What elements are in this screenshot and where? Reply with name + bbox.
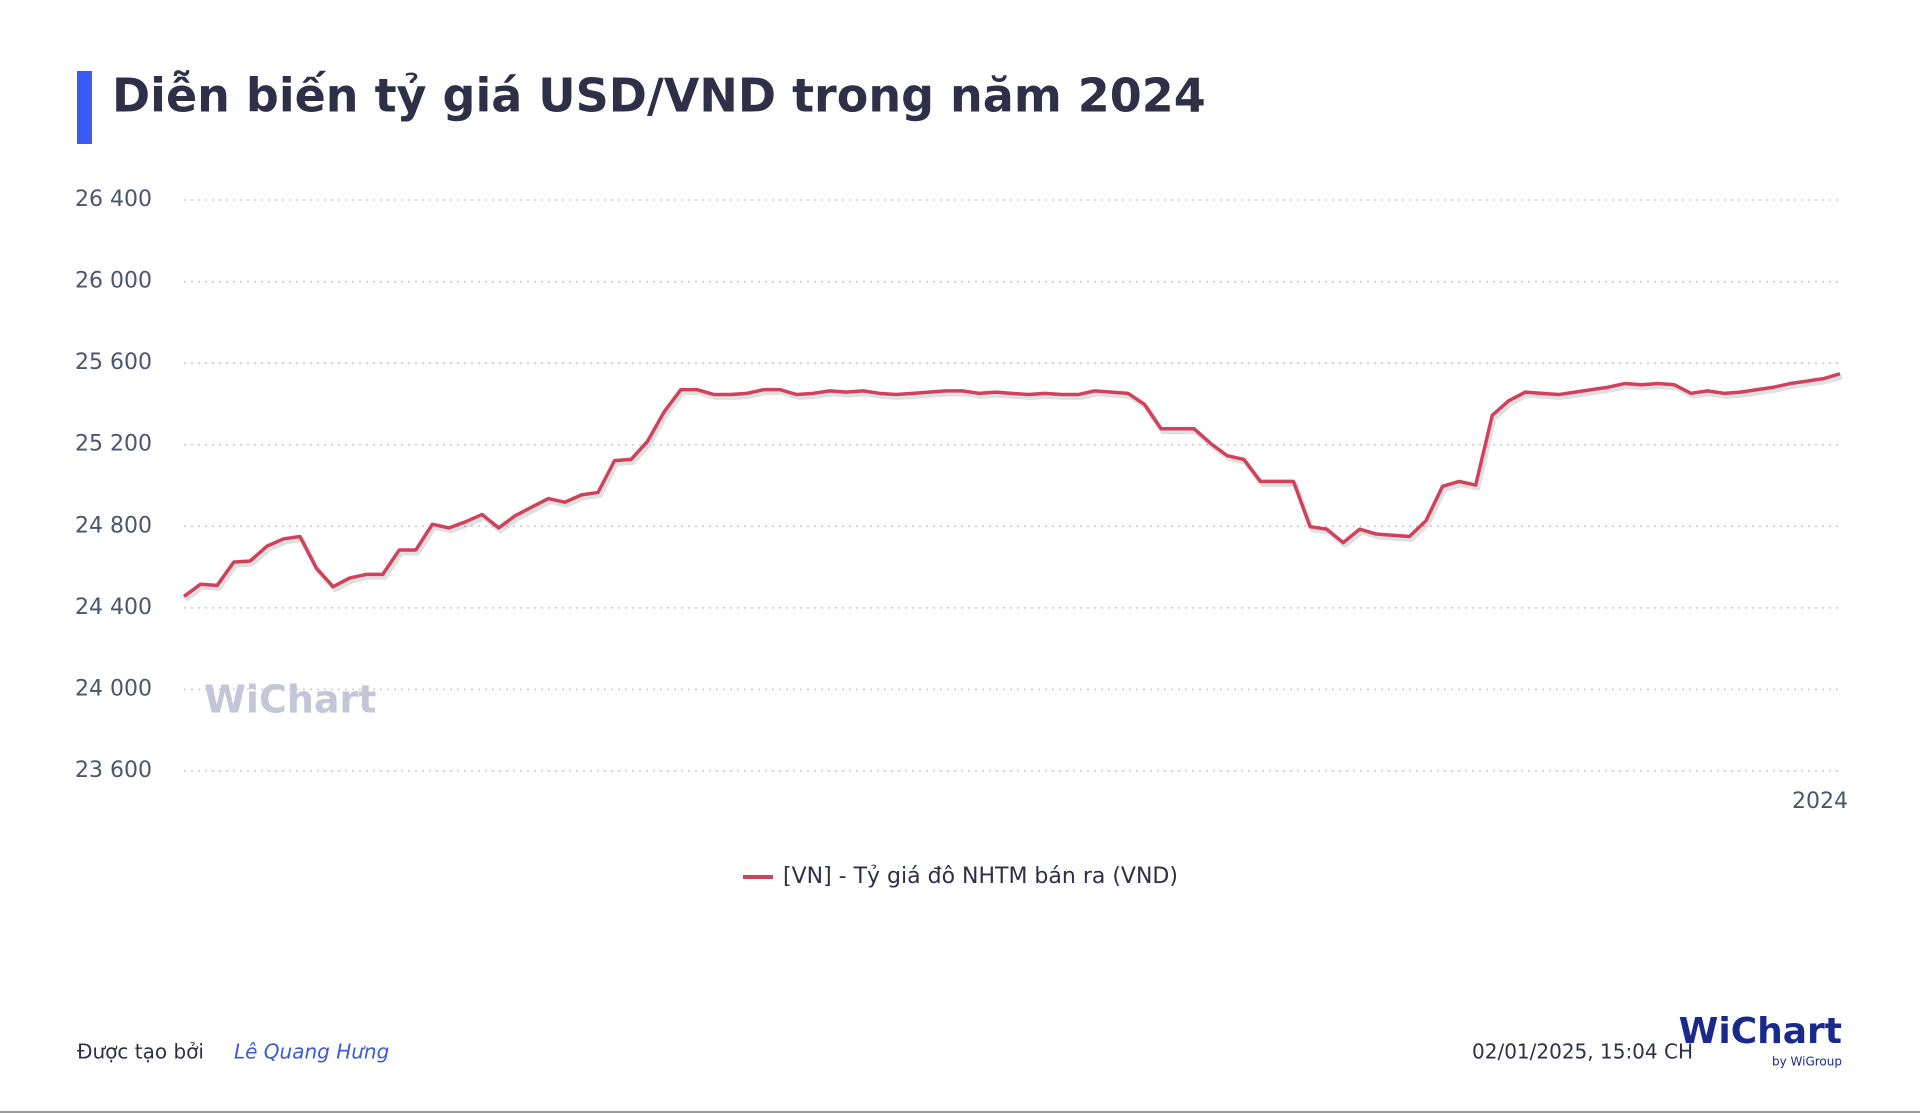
- y-tick-label: 24 000: [75, 676, 152, 701]
- x-tick-label: 2024: [1792, 789, 1848, 814]
- credit-label: Được tạo bởi: [77, 1040, 204, 1064]
- watermark: WiChart: [204, 678, 376, 722]
- line: [182, 372, 1841, 598]
- logo-sub: by WiGroup: [1772, 1055, 1842, 1069]
- line-shadow: [184, 374, 1843, 602]
- y-tick-label: 24 800: [75, 513, 152, 538]
- y-tick-label: 25 200: [75, 432, 152, 457]
- author: Lê Quang Hưng: [234, 1040, 389, 1064]
- logo: WiChart: [1679, 1011, 1842, 1052]
- y-tick-label: 26 000: [75, 269, 152, 294]
- y-tick-label: 25 600: [75, 350, 152, 375]
- y-tick-label: 23 600: [75, 758, 152, 783]
- title-accent: [77, 71, 92, 144]
- legend-label: [VN] - Tỷ giá đô NHTM bán ra (VND): [783, 864, 1178, 889]
- chart-title: Diễn biến tỷ giá USD/VND trong năm 2024: [112, 69, 1206, 123]
- timestamp: 02/01/2025, 15:04 CH: [1472, 1040, 1693, 1064]
- y-tick-label: 26 400: [75, 187, 152, 212]
- y-tick-label: 24 400: [75, 595, 152, 620]
